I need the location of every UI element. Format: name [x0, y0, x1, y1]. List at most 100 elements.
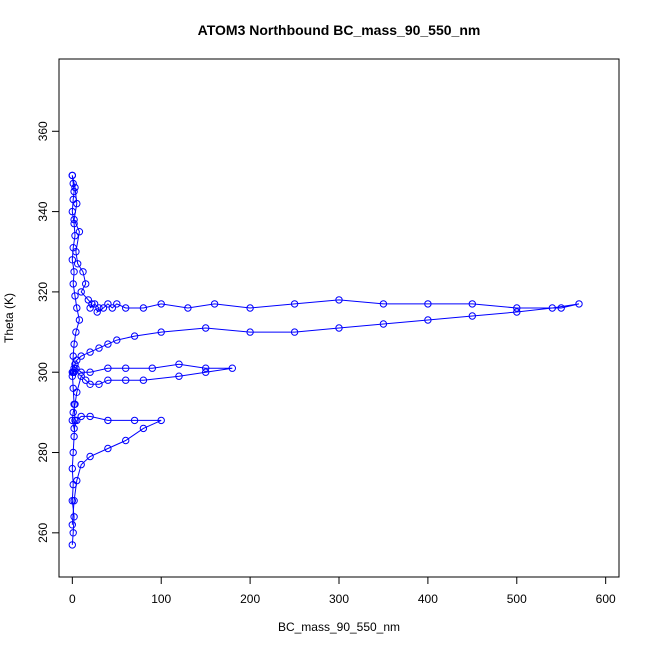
data-point	[108, 304, 117, 312]
data-point	[72, 328, 80, 336]
data-point	[139, 304, 148, 312]
x-tick-label: 500	[507, 592, 527, 606]
data-point	[69, 384, 77, 392]
data-point	[73, 304, 81, 312]
data-point	[73, 199, 81, 208]
data-point	[71, 183, 79, 192]
data-point	[139, 376, 148, 384]
data-point	[88, 300, 96, 308]
data-point	[69, 480, 77, 489]
data-point	[424, 300, 432, 308]
data-point	[122, 364, 130, 372]
data-point	[290, 300, 299, 308]
x-tick-label: 300	[329, 592, 349, 606]
data-point	[69, 244, 77, 252]
data-point	[202, 368, 210, 376]
data-point	[77, 460, 85, 469]
data-point	[71, 360, 79, 368]
data-point	[73, 356, 81, 364]
data-point	[71, 292, 79, 300]
data-point	[99, 304, 108, 312]
data-point	[379, 300, 388, 308]
data-point	[77, 368, 85, 376]
data-point	[86, 452, 94, 461]
data-point	[122, 436, 130, 445]
series-2	[68, 171, 84, 549]
data-point	[68, 521, 77, 529]
chart-title: ATOM3 Northbound BC_mass_90_550_nm	[198, 22, 481, 38]
data-point	[513, 308, 521, 316]
data-point	[86, 368, 94, 376]
data-point	[95, 380, 103, 388]
data-point	[86, 304, 94, 312]
series-line	[71, 175, 580, 525]
data-point	[157, 300, 165, 308]
data-point	[557, 304, 565, 312]
data-point	[70, 268, 78, 276]
data-point	[70, 340, 78, 348]
data-point	[68, 541, 77, 549]
y-axis: 260 280 300 320 340 360	[36, 121, 60, 543]
data-point	[69, 448, 77, 457]
data-point	[335, 324, 343, 332]
y-tick-label: 340	[36, 201, 50, 221]
x-tick-label: 600	[596, 592, 616, 606]
data-point	[77, 372, 85, 380]
data-point	[69, 352, 77, 360]
data-point	[228, 364, 237, 372]
data-point	[104, 376, 112, 384]
data-point	[246, 328, 254, 336]
data-point	[139, 424, 148, 433]
data-point	[69, 195, 77, 204]
data-point	[104, 300, 112, 308]
data-point	[424, 316, 432, 324]
data-point	[68, 497, 77, 505]
y-tick-label: 360	[36, 121, 50, 141]
y-tick-label: 260	[36, 522, 50, 542]
data-point	[513, 304, 521, 312]
data-point	[86, 380, 94, 388]
data-point	[69, 280, 77, 288]
data-point	[93, 308, 101, 316]
data-point	[130, 332, 139, 340]
data-point	[95, 304, 103, 312]
data-point	[175, 372, 183, 380]
data-point	[104, 444, 112, 453]
data-point	[104, 364, 112, 372]
data-point	[69, 529, 77, 537]
data-point	[70, 219, 78, 228]
data-point	[104, 340, 112, 348]
data-point	[86, 412, 94, 421]
data-point	[113, 336, 121, 344]
data-point	[77, 412, 85, 421]
data-point	[575, 300, 583, 308]
data-point	[86, 348, 94, 356]
data-point	[68, 171, 77, 180]
y-tick-label: 320	[36, 282, 50, 302]
data-point	[82, 376, 90, 384]
data-point	[90, 300, 99, 308]
y-axis-label: Theta (K)	[2, 293, 16, 343]
data-point	[175, 360, 183, 368]
data-point	[202, 364, 210, 372]
data-point	[290, 328, 299, 336]
data-point	[184, 304, 192, 312]
x-tick-label: 200	[240, 592, 260, 606]
data-point	[122, 376, 130, 384]
data-point	[104, 416, 112, 425]
x-tick-label: 100	[151, 592, 171, 606]
data-point	[468, 312, 476, 320]
y-tick-label: 300	[36, 362, 50, 382]
x-tick-label: 0	[69, 592, 76, 606]
data-point	[113, 300, 121, 308]
data-point	[70, 513, 78, 521]
data-point	[68, 256, 77, 264]
series-1	[68, 171, 583, 529]
plot-area	[68, 171, 583, 549]
data-point	[69, 408, 77, 417]
data-point	[157, 328, 165, 336]
data-point	[68, 207, 77, 216]
data-point	[70, 432, 78, 441]
data-point	[68, 368, 77, 376]
